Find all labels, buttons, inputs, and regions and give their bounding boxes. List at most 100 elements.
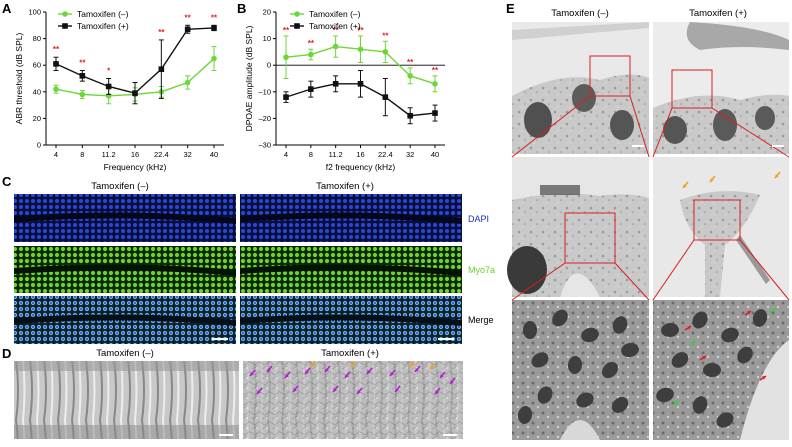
- mitochondrion: [517, 406, 533, 424]
- y-tick-label: 0: [37, 141, 41, 150]
- y-tick-label: 0: [267, 61, 271, 70]
- mitochondrion: [576, 392, 594, 408]
- panel-letter-a: A: [2, 1, 12, 16]
- arrow-red-head: [687, 326, 691, 330]
- dpoae-amplitude-chart: –30 –20 –10 0 10 20 4 8 11.2 16 22.4 32 40 f2 frequen…: [244, 8, 445, 172]
- significance-marker: **: [407, 58, 414, 67]
- significance-marker: **: [357, 26, 364, 35]
- data-point: [53, 86, 59, 92]
- x-tick-label: 4: [54, 150, 58, 159]
- significance-marker: **: [158, 28, 165, 37]
- data-point: [283, 54, 289, 61]
- scale-bar: [632, 145, 644, 147]
- zoom-box: [589, 55, 631, 97]
- panel-e-tem: Tamoxifen (–) Tamoxifen (+): [507, 8, 790, 440]
- data-point: [357, 81, 364, 87]
- panel-c-fluorescence: Tamoxifen (–) Tamoxifen (+) DAPI Myo7a M…: [14, 181, 495, 344]
- arrow-orange-head: [351, 363, 355, 367]
- data-point: [79, 73, 86, 79]
- arrow-magenta-head: [285, 374, 289, 378]
- legend-entry: Tamoxifen (+): [309, 21, 361, 31]
- legend-entry: Tamoxifen (–): [77, 9, 129, 19]
- panel-letter-d: D: [2, 346, 11, 361]
- x-tick-label: 8: [309, 150, 313, 159]
- arrow-magenta-head: [435, 390, 439, 394]
- mitochondrion: [602, 361, 618, 379]
- y-axis-label: DPOAE amplitude (dB SPL): [244, 25, 254, 131]
- arrow-magenta-head: [345, 374, 349, 378]
- y-tick-label: 20: [263, 8, 271, 17]
- mitochondrion: [752, 309, 768, 327]
- data-point: [283, 94, 289, 100]
- y-tick-label: –30: [258, 141, 271, 150]
- data-point: [432, 110, 438, 116]
- y-tick-label: 40: [33, 87, 41, 96]
- data-point: [308, 86, 314, 92]
- arrow-orange-head: [430, 365, 434, 369]
- data-point: [407, 112, 413, 119]
- mitochondrion: [721, 327, 739, 343]
- data-point: [105, 83, 112, 90]
- x-tick-label: 40: [210, 150, 218, 159]
- data-point: [308, 51, 314, 58]
- data-point: [53, 61, 59, 67]
- legend-entry: Tamoxifen (+): [77, 21, 129, 31]
- panel-d-title-neg: Tamoxifen (–): [96, 348, 154, 359]
- stain-label-merge: Merge: [468, 315, 494, 325]
- arrow-magenta-head: [305, 370, 309, 374]
- legend-marker: [62, 11, 68, 17]
- y-tick-label: 100: [28, 8, 41, 17]
- arrow-magenta-head: [257, 390, 261, 394]
- arrow-magenta-head: [450, 380, 454, 384]
- data-point: [211, 25, 217, 31]
- mitochondrion: [737, 346, 753, 364]
- arrow-magenta-head: [357, 390, 361, 394]
- mitochondrion: [671, 352, 689, 368]
- significance-marker: **: [432, 66, 439, 75]
- data-point: [357, 46, 364, 53]
- y-axis-label: ABR threshold (dB SPL): [14, 33, 24, 125]
- data-point: [158, 66, 165, 72]
- y-tick-label: 20: [33, 114, 41, 123]
- data-point: [211, 55, 217, 62]
- significance-marker: **: [382, 31, 389, 40]
- significance-marker: **: [79, 59, 86, 68]
- y-tick-label: 10: [263, 34, 271, 43]
- y-tick-label: –10: [258, 87, 271, 96]
- arrow-magenta-head: [267, 368, 271, 372]
- data-point: [382, 94, 389, 100]
- significance-marker: **: [283, 26, 290, 35]
- zoom-box: [671, 69, 713, 109]
- x-tick-label: 4: [284, 150, 288, 159]
- abr-threshold-chart: 0 20 40 60 80 100 4 8 11.2 16 22.4 32 40 Frequency (k…: [14, 8, 224, 172]
- data-point: [79, 91, 86, 98]
- arrow-magenta-head: [250, 372, 254, 376]
- panel-letter-e: E: [506, 1, 515, 16]
- significance-marker: *: [107, 67, 111, 76]
- x-tick-label: 32: [183, 150, 191, 159]
- panel-letter-c: C: [2, 174, 12, 189]
- zoom-box: [564, 212, 616, 264]
- data-point: [382, 49, 389, 55]
- data-point: [184, 26, 191, 33]
- legend-marker: [294, 23, 300, 29]
- mitochondrion: [567, 356, 583, 374]
- panel-letter-b: B: [237, 1, 246, 16]
- legend-entry: Tamoxifen (–): [309, 9, 361, 19]
- mitochondrion: [537, 386, 553, 404]
- legend-marker: [294, 11, 300, 17]
- scale-bar: [212, 338, 228, 340]
- x-tick-label: 22.4: [154, 150, 169, 159]
- arrow-magenta-head: [415, 368, 419, 372]
- x-axis-label: Frequency (kHz): [104, 162, 167, 172]
- x-tick-label: 32: [406, 150, 414, 159]
- mitochondrion: [703, 362, 721, 378]
- arrow-green-head: [692, 341, 696, 345]
- x-tick-label: 8: [80, 150, 84, 159]
- x-tick-label: 16: [131, 150, 139, 159]
- panel-d-sem: Tamoxifen (–) Tamoxifen (+): [14, 348, 463, 439]
- arrow-magenta-head: [395, 388, 399, 392]
- x-tick-label: 16: [356, 150, 364, 159]
- mitochondrion: [531, 352, 549, 368]
